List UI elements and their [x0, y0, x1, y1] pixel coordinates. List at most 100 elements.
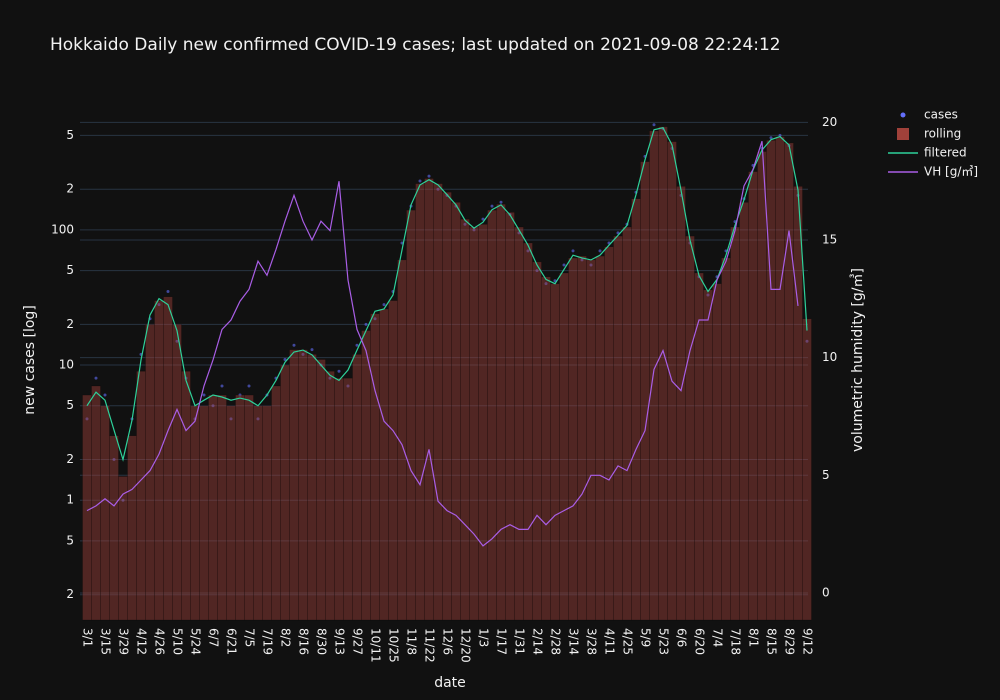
bar [460, 218, 470, 621]
legend-item[interactable]: filtered [888, 146, 967, 160]
case-point [202, 393, 206, 397]
y-tick-label: 5 [66, 128, 74, 142]
case-point [490, 204, 494, 208]
x-tick-label: 9/27 [351, 628, 365, 655]
case-point [463, 222, 467, 226]
bar [721, 257, 731, 621]
legend-item[interactable]: VH [g/㎥] [888, 165, 978, 179]
case-point [418, 179, 422, 183]
bar [694, 272, 704, 621]
bar [424, 178, 434, 621]
x-tick-label: 12/6 [441, 628, 455, 655]
case-point [589, 263, 593, 267]
bar [568, 257, 578, 621]
bar [577, 255, 587, 621]
case-point [238, 393, 242, 397]
bar [235, 394, 245, 621]
bar [100, 405, 110, 621]
case-point [346, 384, 350, 388]
bar [415, 183, 425, 621]
case-point [85, 417, 89, 421]
bar [388, 300, 398, 621]
case-point [571, 249, 575, 253]
bar [199, 405, 209, 621]
x-tick-label: 4/26 [153, 628, 167, 655]
bar [190, 405, 200, 621]
bar [307, 354, 317, 621]
y-tick-label: 5 [66, 533, 74, 547]
bar [550, 283, 560, 621]
x-tick-label: 9/12 [801, 628, 815, 655]
bar [379, 308, 389, 621]
bar [253, 405, 263, 621]
x-tick-label: 6/6 [675, 628, 689, 647]
chart-title: Hokkaido Daily new confirmed COVID-19 ca… [50, 35, 781, 55]
case-point [778, 133, 782, 137]
bar [649, 130, 659, 621]
legend-item[interactable]: cases [900, 108, 958, 122]
bar [541, 276, 551, 621]
x-tick-label: 5/10 [171, 628, 185, 655]
bar [127, 435, 137, 621]
x-tick-label: 7/18 [729, 628, 743, 655]
bar [559, 272, 569, 621]
bar [505, 212, 515, 621]
x-tick-label: 6/20 [693, 628, 707, 655]
bar [784, 142, 794, 621]
bar [487, 209, 497, 621]
bar [622, 226, 632, 621]
case-point [283, 357, 287, 361]
case-point [166, 290, 170, 294]
bar [289, 349, 299, 621]
case-point [427, 174, 431, 178]
line [86, 141, 799, 547]
x-tick-label: 4/25 [621, 628, 635, 655]
bar [406, 209, 416, 621]
bar [676, 186, 686, 621]
case-point [175, 339, 179, 343]
legend-label: cases [924, 108, 958, 122]
case-point [328, 376, 332, 380]
case-point [598, 249, 602, 253]
x-tick-label: 1/3 [477, 628, 491, 647]
legend-item[interactable]: rolling [897, 127, 961, 141]
case-point [382, 303, 386, 307]
case-point [292, 343, 296, 347]
x-tick-label: 7/19 [261, 628, 275, 655]
case-point [580, 258, 584, 262]
bar [334, 377, 344, 621]
x-tick-label: 8/1 [747, 628, 761, 647]
y-tick-label: 2 [66, 317, 74, 331]
bar [145, 324, 155, 621]
case-point [364, 322, 368, 326]
bar [613, 235, 623, 621]
case-point [562, 263, 566, 267]
bar [604, 246, 614, 621]
bar [658, 126, 668, 621]
x-tick-label: 10/11 [369, 628, 383, 663]
legend-label: filtered [924, 146, 967, 160]
x-tick-label: 11/22 [423, 628, 437, 663]
bar [586, 259, 596, 621]
y2-tick-label: 20 [822, 115, 837, 129]
x-tick-label: 8/30 [315, 628, 329, 655]
bar [451, 202, 461, 621]
x-axis-title: date [434, 675, 466, 691]
case-point [535, 269, 539, 273]
y2-tick-label: 5 [822, 468, 830, 482]
bar [478, 224, 488, 621]
x-tick-label: 2/14 [531, 628, 545, 655]
legend-label: rolling [924, 127, 961, 141]
case-point [355, 343, 359, 347]
legend-symbol [897, 128, 909, 140]
y2-axis-title: volumetric humidity [g/㎥] [850, 268, 866, 452]
x-tick-label: 3/28 [585, 628, 599, 655]
bar [802, 318, 812, 621]
x-tick-label: 4/12 [135, 628, 149, 655]
bar [640, 161, 650, 621]
x-tick-label: 5/9 [639, 628, 653, 647]
x-tick-label: 11/8 [405, 628, 419, 655]
x-tick-label: 8/2 [279, 628, 293, 647]
